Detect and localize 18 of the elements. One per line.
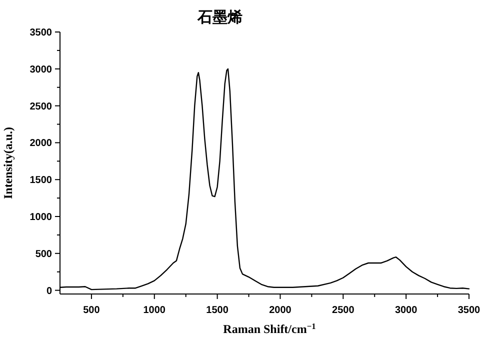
y-tick-label: 1000	[30, 212, 52, 224]
x-tick-label: 2000	[269, 305, 292, 316]
x-tick-label: 500	[83, 305, 100, 316]
y-tick-label: 3500	[30, 28, 52, 38]
y-tick-label: 0	[46, 286, 52, 297]
y-tick-label: 2500	[30, 101, 52, 112]
y-axis-title: Intensity(a.u.)	[1, 126, 15, 200]
x-tick-label: 3500	[458, 305, 481, 316]
y-tick-label: 3000	[30, 64, 52, 76]
x-axis-title: Raman Shift/cm$^{−1}$	[223, 322, 316, 336]
x-tick-label: 1000	[143, 305, 166, 316]
y-tick-label: 2000	[30, 138, 52, 150]
chart-title: 石墨烯	[196, 9, 242, 26]
x-tick-label: 1500	[206, 305, 229, 316]
y-tick-label: 500	[35, 248, 52, 260]
x-tick-label: 3000	[394, 305, 418, 316]
x-tick-label: 2500	[332, 305, 355, 316]
y-tick-label: 1500	[30, 175, 52, 186]
